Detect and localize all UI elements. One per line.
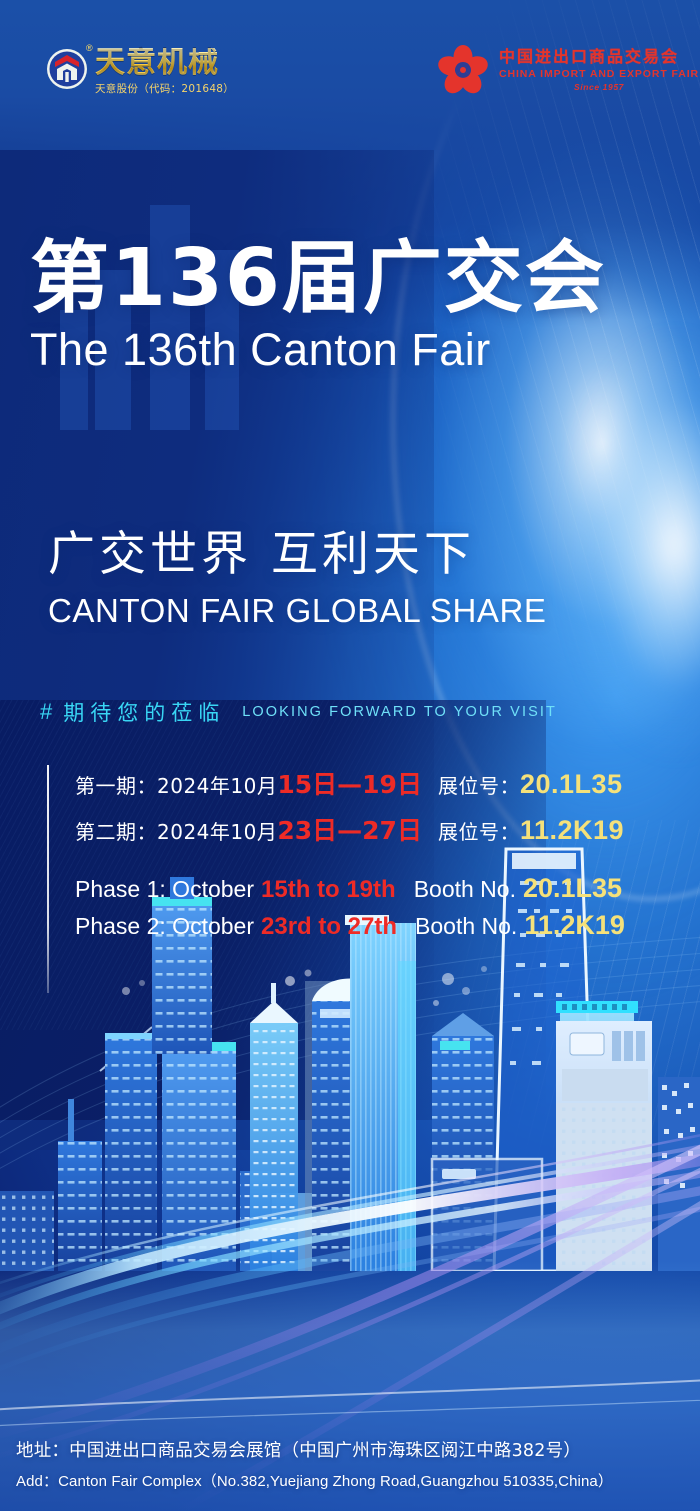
phase-label-cn-2: 第二期：2024年10月 [75, 820, 278, 844]
canton-fair-logo: 中国进出口商品交易会 CHINA IMPORT AND EXPORT FAIR … [435, 42, 699, 98]
fair-since-text: Since 1957 [574, 81, 624, 92]
city-skyline-far [60, 205, 239, 430]
booth-label-cn-2: 展位号： [437, 820, 520, 844]
fair-name-cn: 中国进出口商品交易会 [499, 47, 680, 67]
hashtag-row: # 期待您的莅临 LOOKING FORWARD TO YOUR VISIT [40, 697, 557, 727]
company-logo: 天意机械 ® 天意股份（代码：201648） [46, 43, 235, 96]
background-light-rays-top [360, 0, 700, 760]
poster-header: 天意机械 ® 天意股份（代码：201648） [0, 0, 700, 118]
main-title-cn: 第136届广交会 [30, 232, 606, 324]
phase-dates-en-1: 15th to 19th [261, 876, 396, 903]
schedule-row-en-2: Phase 2: October 23rd to 27th Booth No. … [75, 910, 677, 941]
schedule-row-cn-1: 第一期：2024年10月 15日—19日 展位号： 20.1L35 [75, 765, 677, 801]
fair-name-en: CHINA IMPORT AND EXPORT FAIR [499, 67, 700, 80]
phase-dates-en-2: 23rd to 27th [261, 913, 398, 940]
schedule-spacer [75, 857, 677, 873]
canton-fair-flower-icon [438, 45, 488, 94]
phase-label-cn-1: 第一期：2024年10月 [75, 774, 278, 798]
main-title-block: 第136届广交会 The 136th Canton Fair [30, 238, 670, 374]
slogan-block: 广交世界 互利天下 CANTON FAIR GLOBAL SHARE [48, 527, 648, 630]
schedule-row-cn-2: 第二期：2024年10月 23日—27日 展位号： 11.2K19 [75, 811, 677, 847]
company-stock-code: 天意股份（代码：201648） [95, 83, 235, 95]
canton-fair-logo-text: 中国进出口商品交易会 CHINA IMPORT AND EXPORT FAIR … [499, 48, 699, 92]
background-diagonal-stripes [0, 700, 504, 1030]
building-cluster-left [0, 1099, 102, 1271]
booth-label-en-2: Booth No. [415, 913, 518, 939]
building-tower-1 [105, 1033, 157, 1271]
tianyi-circle-emblem-icon [47, 49, 87, 89]
slogan-en: CANTON FAIR GLOBAL SHARE [48, 592, 547, 630]
hashtag-en: LOOKING FORWARD TO YOUR VISIT [242, 704, 557, 720]
registered-mark-icon: ® [86, 43, 93, 53]
booth-label-cn-1: 展位号： [437, 774, 520, 798]
phase-dates-cn-2: 23日—27日 [277, 816, 422, 845]
bottom-light-streaks [0, 1111, 700, 1511]
phase-dates-cn-1: 15日—19日 [277, 770, 422, 799]
booth-number-en-1: 20.1L35 [522, 873, 623, 903]
phase-label-en-1: Phase 1: October [75, 876, 254, 902]
hash-sign-icon: # [40, 699, 53, 724]
company-name: 天意机械 [95, 48, 234, 78]
phase-label-en-2: Phase 2: October [75, 913, 254, 939]
poster-footer: 地址：中国进出口商品交易会展馆（中国广州市海珠区阅江中路382号） Add：Ca… [0, 1437, 700, 1511]
booth-label-en-1: Booth No. [413, 876, 516, 902]
booth-number-cn-1: 20.1L35 [519, 769, 623, 799]
main-title-en: The 136th Canton Fair [30, 323, 491, 375]
building-glow-column [398, 961, 416, 1271]
schedule-accent-line [47, 765, 49, 993]
schedule-rows: 第一期：2024年10月 15日—19日 展位号： 20.1L35 第二期：20… [75, 765, 677, 947]
company-logo-text: 天意机械 ® 天意股份（代码：201648） [86, 43, 235, 96]
schedule-block: 第一期：2024年10月 15日—19日 展位号： 20.1L35 第二期：20… [47, 765, 677, 993]
booth-number-cn-2: 11.2K19 [519, 815, 625, 845]
building-tower-3 [152, 877, 212, 1054]
bottom-streak-curves [0, 1134, 700, 1511]
footer-address-en: Add：Canton Fair Complex（No.382,Yuejiang … [16, 1473, 613, 1490]
booth-number-en-2: 11.2K19 [524, 910, 625, 940]
sparkle-lights [122, 966, 487, 1006]
hashtag-cn: 期待您的莅临 [63, 701, 226, 725]
schedule-row-en-1: Phase 1: October 15th to 19th Booth No. … [75, 873, 677, 904]
footer-address-cn: 地址：中国进出口商品交易会展馆（中国广州市海珠区阅江中路382号） [16, 1441, 581, 1461]
slogan-cn: 广交世界 互利天下 [48, 527, 475, 582]
